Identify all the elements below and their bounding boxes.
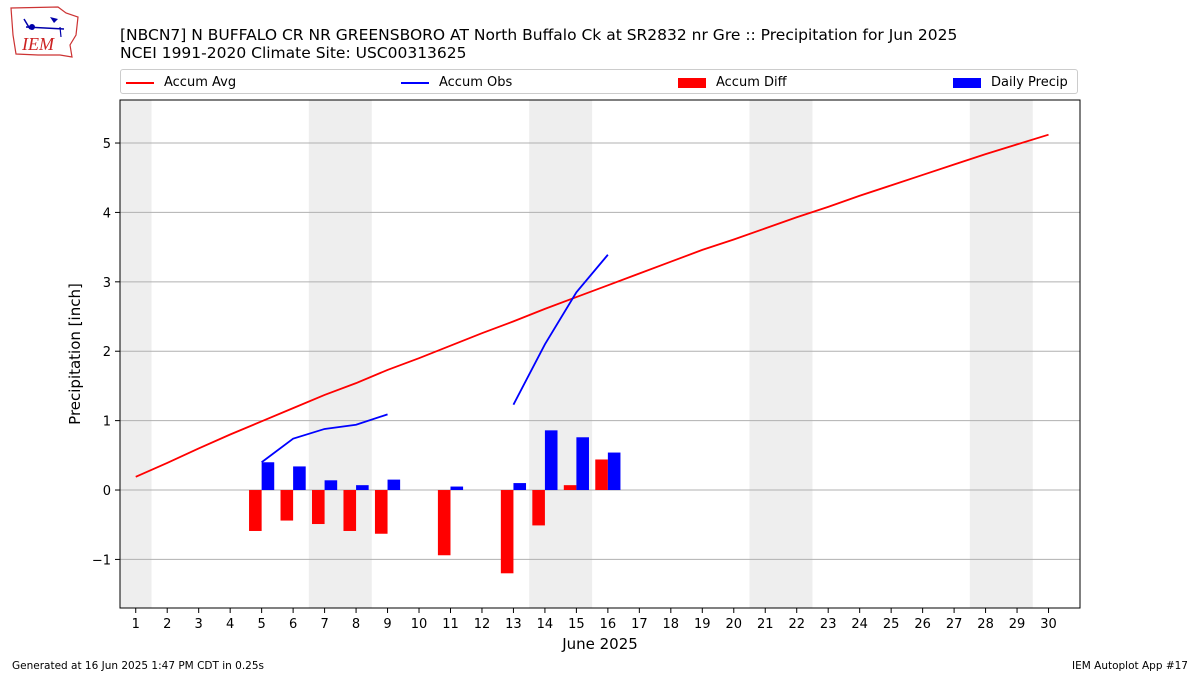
x-tick-label-20: 20	[725, 617, 742, 632]
accum-obs-line-1	[512, 254, 609, 406]
axes: 1 2 3 4 5 6 7 8 9 10 11 12 13 14 15 16 17 18 19 20 21 22 23 24 2…	[92, 137, 1057, 632]
accum-avg-line	[135, 133, 1049, 478]
accum-diff-bar-day-5	[249, 490, 262, 531]
x-tick-label-2: 2	[163, 617, 171, 632]
y-tick-label-0: 0	[103, 484, 111, 499]
x-tick-label-28: 28	[977, 617, 994, 632]
x-tick-label-1: 1	[132, 617, 140, 632]
series-lines	[135, 133, 1049, 478]
accum-diff-bar-day-11	[437, 490, 451, 556]
x-tick-label-13: 13	[505, 617, 522, 632]
y-tick-label-2: 2	[103, 345, 111, 360]
x-tick-label-12: 12	[474, 617, 491, 632]
legend-item-accum-obs: Accum Obs	[401, 75, 512, 90]
x-tick-label-30: 30	[1040, 617, 1057, 632]
logo-text: IEM	[21, 34, 55, 54]
accum-diff-bar-day-16	[595, 459, 608, 491]
daily-precip-bars	[261, 430, 621, 491]
legend-item-daily-precip: Daily Precip	[953, 75, 1068, 90]
y-tick-label-4: 4	[103, 206, 111, 221]
chart-title: [NBCN7] N BUFFALO CR NR GREENSBORO AT No…	[120, 26, 958, 44]
chart-legend: Accum Avg Accum Obs Accum Diff Daily Pre…	[120, 69, 1078, 94]
daily-precip-bar-day-5	[261, 462, 275, 491]
legend-label-accum-obs: Accum Obs	[439, 75, 513, 90]
footer-generated: Generated at 16 Jun 2025 1:47 PM CDT in …	[12, 660, 265, 672]
accum-diff-bar-day-6	[280, 490, 294, 521]
x-tick-label-29: 29	[1009, 617, 1026, 632]
x-tick-label-19: 19	[694, 617, 711, 632]
x-tick-label-23: 23	[820, 617, 837, 632]
x-tick-label-14: 14	[537, 617, 554, 632]
x-tick-label-22: 22	[788, 617, 805, 632]
x-tick-label-5: 5	[257, 617, 265, 632]
x-tick-label-4: 4	[226, 617, 234, 632]
plot-frame	[119, 99, 1081, 609]
daily-precip-bar-day-9	[387, 479, 401, 491]
accum-diff-bar-day-13	[500, 490, 514, 574]
accum-diff-bar-day-8	[343, 490, 357, 531]
x-tick-label-8: 8	[352, 617, 360, 632]
legend-swatch-accum-obs	[401, 81, 429, 84]
chart-subtitle: NCEI 1991-2020 Climate Site: USC00313625	[120, 44, 467, 62]
x-tick-label-26: 26	[914, 617, 931, 632]
daily-precip-bar-day-11	[450, 486, 464, 491]
daily-precip-bar-day-8	[356, 485, 369, 491]
legend-swatch-accum-diff	[678, 77, 706, 88]
weekend-shade-2	[529, 100, 593, 608]
legend-label-daily-precip: Daily Precip	[991, 75, 1068, 90]
x-axis-label: June 2025	[561, 635, 638, 653]
x-tick-label-9: 9	[383, 617, 391, 632]
y-tick-label-5: 5	[103, 137, 111, 152]
x-tick-label-17: 17	[631, 617, 648, 632]
weekend-shade-4	[969, 100, 1033, 608]
accum-diff-bar-day-9	[374, 490, 388, 534]
accum-obs-line-0	[261, 413, 388, 463]
y-tick-label-1: 1	[103, 415, 111, 430]
legend-label-accum-diff: Accum Diff	[716, 75, 787, 90]
x-tick-label-27: 27	[946, 617, 963, 632]
accum-diff-bar-day-7	[312, 490, 325, 525]
y-tick-label--1: −1	[92, 553, 111, 568]
grid-lines	[120, 142, 1080, 560]
x-tick-label-3: 3	[195, 617, 203, 632]
legend-label-accum-avg: Accum Avg	[164, 75, 237, 90]
x-tick-label-24: 24	[851, 617, 868, 632]
accum-diff-bars	[249, 459, 608, 574]
daily-precip-bar-day-15	[576, 437, 589, 491]
x-tick-label-6: 6	[289, 617, 297, 632]
weekend-shade-3	[749, 100, 813, 608]
daily-precip-bar-day-14	[544, 430, 558, 491]
legend-swatch-accum-avg	[126, 81, 154, 84]
x-tick-label-15: 15	[568, 617, 585, 632]
accum-diff-bar-day-14	[532, 490, 545, 526]
legend-swatch-daily-precip	[953, 77, 981, 88]
weekend-shade-0	[120, 100, 152, 608]
daily-precip-bar-day-7	[324, 480, 338, 491]
x-tick-label-11: 11	[442, 617, 459, 632]
daily-precip-bar-day-13	[513, 483, 527, 491]
x-tick-label-7: 7	[320, 617, 328, 632]
legend-item-accum-avg: Accum Avg	[126, 75, 236, 90]
x-tick-label-16: 16	[600, 617, 617, 632]
legend-item-accum-diff: Accum Diff	[678, 75, 787, 90]
daily-precip-bar-day-6	[293, 466, 306, 491]
daily-precip-bar-day-16	[607, 452, 621, 491]
x-tick-label-21: 21	[757, 617, 774, 632]
y-axis-label: Precipitation [inch]	[66, 283, 84, 425]
weekend-shading	[120, 100, 1033, 608]
x-tick-label-10: 10	[411, 617, 428, 632]
x-tick-label-18: 18	[663, 617, 680, 632]
y-tick-label-3: 3	[103, 276, 111, 291]
weekend-shade-1	[308, 100, 372, 608]
x-tick-label-25: 25	[883, 617, 900, 632]
accum-diff-bar-day-15	[563, 485, 577, 491]
footer-app: IEM Autoplot App #17	[1072, 660, 1188, 672]
iem-logo: IEM	[10, 6, 79, 58]
